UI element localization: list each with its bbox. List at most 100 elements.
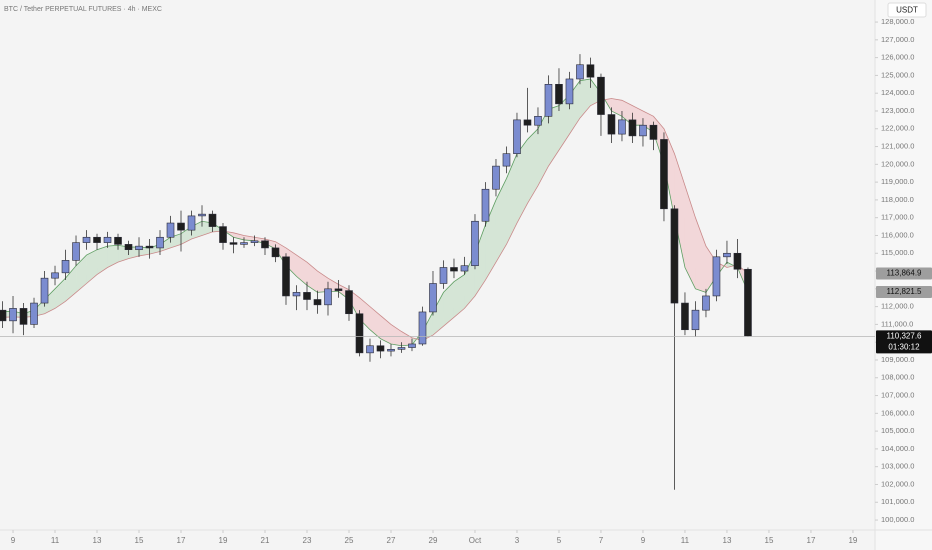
- candle-body: [187, 215, 196, 231]
- x-tick-label: 17: [807, 536, 816, 545]
- candle-body: [261, 240, 269, 249]
- candle-body: [219, 226, 227, 243]
- plot-area: [0, 0, 875, 530]
- candle-body: [471, 220, 479, 267]
- x-tick-label: 23: [303, 536, 312, 545]
- y-tick-label: 104,000.0: [881, 444, 914, 453]
- y-tick-label: 120,000.0: [881, 159, 914, 168]
- candle-body: [208, 213, 217, 227]
- candle-body: [324, 288, 332, 306]
- candle-body: [229, 242, 238, 245]
- x-tick-label: 9: [641, 536, 646, 545]
- ma-band: [443, 281, 454, 327]
- y-tick-label: 105,000.0: [881, 426, 914, 435]
- ma-band: [537, 109, 549, 186]
- x-tick-label: 21: [261, 536, 270, 545]
- ma-band: [506, 153, 517, 245]
- candle-body: [597, 76, 605, 115]
- candle-body: [555, 84, 563, 105]
- x-tick-label: 11: [51, 536, 60, 545]
- band-fills: [2, 78, 748, 346]
- x-tick-label: 3: [515, 536, 520, 545]
- candle-body: [702, 295, 710, 311]
- y-tick-label: 125,000.0: [881, 70, 914, 79]
- candle-body: [334, 288, 343, 291]
- candle-body: [397, 347, 406, 350]
- candle-body: [0, 309, 7, 322]
- ma-band: [327, 278, 339, 292]
- candle-body: [418, 311, 427, 345]
- x-tick-label: 11: [681, 536, 690, 545]
- candle-body: [513, 119, 521, 154]
- candle-body: [723, 252, 731, 258]
- candle-body: [303, 292, 311, 300]
- candle-body: [450, 267, 458, 272]
- ma-band: [107, 245, 119, 268]
- x-tick-label: 7: [599, 536, 604, 545]
- ma-band: [527, 128, 538, 204]
- ma-band: [432, 292, 444, 336]
- currency-box[interactable]: [887, 2, 927, 18]
- candle-body: [271, 247, 280, 258]
- last-price-label: 110,327.6: [887, 331, 923, 340]
- y-tick-label: 100,000.0: [881, 515, 914, 524]
- y-tick-label: 124,000.0: [881, 88, 914, 97]
- candle-body: [103, 236, 112, 243]
- candle-body: [681, 302, 689, 331]
- candle-body: [534, 116, 542, 126]
- ma-band: [296, 255, 307, 286]
- y-tick-label: 123,000.0: [881, 106, 914, 115]
- ma-band: [390, 324, 402, 346]
- ma-band: [97, 246, 108, 275]
- x-tick-label: 15: [135, 536, 144, 545]
- candle-body: [40, 277, 49, 304]
- x-tick-label: 25: [345, 536, 354, 545]
- candle-body: [628, 119, 637, 137]
- ma-band: [684, 185, 696, 289]
- candle-body: [649, 124, 658, 140]
- candle-body: [135, 245, 143, 251]
- candle-body: [618, 119, 626, 135]
- ma-band: [369, 306, 381, 339]
- price-label: 113,864.9: [887, 269, 923, 278]
- x-tick-label: Oct: [469, 536, 482, 545]
- ma-band: [76, 255, 87, 293]
- candle-body: [355, 313, 364, 354]
- candle-body: [429, 283, 437, 313]
- candle-body: [61, 260, 70, 274]
- x-tick-label: 13: [723, 536, 732, 545]
- x-tick-label: 29: [429, 536, 438, 545]
- ma-line: [2, 98, 749, 341]
- candle-body: [250, 240, 259, 243]
- x-tick-label: 13: [93, 536, 102, 545]
- candle-body: [576, 64, 584, 80]
- candle-body: [492, 165, 500, 190]
- axes: 100,000.0 101,000.0 102,000.0 103,000.0 104,…: [0, 17, 932, 545]
- candle-body: [51, 272, 59, 279]
- candle-body: [30, 302, 38, 325]
- candle-body: [481, 188, 490, 222]
- x-tick-label: 5: [557, 536, 562, 545]
- candle-body: [177, 222, 185, 231]
- ma-band: [65, 265, 77, 302]
- x-tick-label: 17: [177, 536, 186, 545]
- candle-body: [82, 236, 91, 243]
- candle-body: [565, 78, 574, 105]
- candle-body: [376, 345, 385, 352]
- candle-body: [240, 242, 248, 245]
- candle-body: [523, 119, 532, 126]
- y-tick-label: 115,000.0: [881, 248, 914, 257]
- candle-body: [712, 256, 721, 297]
- y-tick-label: 126,000.0: [881, 53, 914, 62]
- ma-band: [86, 249, 98, 284]
- candle-body: [408, 343, 416, 348]
- candle-body: [19, 308, 28, 325]
- candle-body: [660, 139, 668, 210]
- ma-band: [548, 105, 559, 167]
- candle-body: [114, 236, 122, 245]
- currency[interactable]: USDT: [896, 6, 918, 15]
- candle-body: [313, 299, 322, 306]
- y-tick-label: 128,000.0: [881, 17, 914, 26]
